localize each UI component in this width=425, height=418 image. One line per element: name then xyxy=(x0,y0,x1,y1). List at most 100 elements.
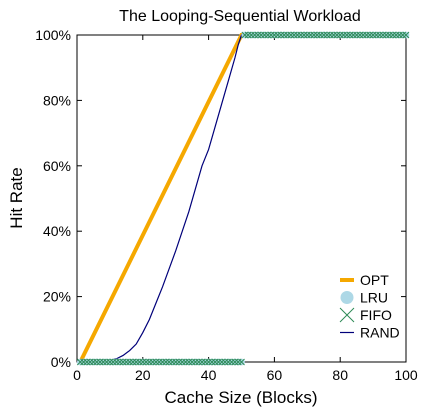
fifo-point xyxy=(290,31,298,39)
fifo-point xyxy=(228,358,235,366)
fifo-point xyxy=(257,31,265,39)
fifo-point xyxy=(175,358,183,366)
fifo-point xyxy=(389,31,397,39)
fifo-point xyxy=(129,358,137,366)
legend-label-lru: LRU xyxy=(360,290,388,306)
fifo-point xyxy=(90,358,97,366)
series-opt-line xyxy=(78,33,406,363)
fifo-point xyxy=(218,358,226,366)
x-tick-label: 0 xyxy=(73,367,81,383)
fifo-point xyxy=(136,358,143,366)
series-layer xyxy=(76,31,410,366)
fifo-point xyxy=(234,358,242,366)
y-tick-label: 40% xyxy=(43,223,71,239)
fifo-point xyxy=(96,358,104,366)
fifo-point xyxy=(119,358,127,366)
fifo-point xyxy=(399,31,407,39)
fifo-point xyxy=(366,31,374,39)
y-tick-label: 0% xyxy=(51,354,71,370)
x-tick-label: 100 xyxy=(394,367,418,383)
fifo-point xyxy=(139,358,147,366)
fifo-point xyxy=(106,358,114,366)
fifo-point xyxy=(155,358,163,366)
y-tick-label: 20% xyxy=(43,289,71,305)
fifo-point xyxy=(248,31,255,39)
plot-area xyxy=(76,34,407,363)
plot-frame xyxy=(76,34,407,363)
fifo-point xyxy=(392,31,400,39)
fifo-point xyxy=(359,31,367,39)
fifo-point xyxy=(300,31,308,39)
fifo-point xyxy=(142,358,150,366)
fifo-point xyxy=(188,358,196,366)
fifo-point xyxy=(152,358,160,366)
y-tick-label: 60% xyxy=(43,158,71,174)
legend-label-fifo: FIFO xyxy=(360,307,392,323)
fifo-point xyxy=(297,31,305,39)
fifo-point xyxy=(284,31,291,39)
fifo-point xyxy=(185,358,193,366)
fifo-point xyxy=(330,31,337,39)
fifo-point xyxy=(201,358,209,366)
legend-label-rand: RAND xyxy=(360,325,400,341)
fifo-point xyxy=(221,358,229,366)
fifo-point xyxy=(261,31,268,39)
x-tick-label: 80 xyxy=(332,367,348,383)
fifo-point xyxy=(99,358,107,366)
fifo-point xyxy=(271,31,278,39)
fifo-point xyxy=(178,358,186,366)
fifo-point xyxy=(313,31,321,39)
fifo-point xyxy=(317,31,324,39)
x-tick-label: 20 xyxy=(135,367,151,383)
x-axis: 0 20 40 60 80 100 xyxy=(73,35,418,383)
fifo-point xyxy=(169,358,176,366)
chart-title: The Looping-Sequential Workload xyxy=(119,8,361,25)
fifo-point xyxy=(215,358,222,366)
fifo-point xyxy=(353,31,361,39)
fifo-point xyxy=(251,31,259,39)
fifo-point xyxy=(238,358,245,366)
fifo-point xyxy=(146,358,153,366)
fifo-point xyxy=(83,358,91,366)
x-tick-label: 40 xyxy=(201,367,217,383)
fifo-point xyxy=(373,31,380,39)
fifo-point xyxy=(113,358,120,366)
y-tick-label: 80% xyxy=(43,92,71,108)
fifo-point xyxy=(310,31,318,39)
fifo-point xyxy=(231,358,239,366)
fifo-point xyxy=(205,358,212,366)
fifo-point xyxy=(307,31,314,39)
fifo-point xyxy=(294,31,301,39)
fifo-point xyxy=(149,358,157,366)
fifo-point xyxy=(76,358,84,366)
fifo-point xyxy=(86,358,94,366)
fifo-point xyxy=(165,358,173,366)
series-rand-line xyxy=(80,34,406,363)
fifo-point xyxy=(356,31,364,39)
fifo-point xyxy=(122,358,130,366)
fifo-point xyxy=(326,31,334,39)
fifo-point xyxy=(280,31,288,39)
series-fifo xyxy=(76,31,410,366)
fifo-point xyxy=(336,31,344,39)
fifo-point xyxy=(346,31,354,39)
fifo-point xyxy=(396,31,403,39)
fifo-point xyxy=(172,358,180,366)
fifo-point xyxy=(159,358,166,366)
fifo-point xyxy=(386,31,393,39)
fifo-point xyxy=(244,31,252,39)
fifo-point xyxy=(132,358,140,366)
fifo-point xyxy=(211,358,219,366)
fifo-point xyxy=(224,358,232,366)
fifo-point xyxy=(195,358,203,366)
fifo-point xyxy=(274,31,282,39)
fifo-point xyxy=(287,31,295,39)
legend-label-opt: OPT xyxy=(360,272,389,288)
fifo-point xyxy=(402,31,410,39)
fifo-point xyxy=(192,358,199,366)
fifo-point xyxy=(198,358,206,366)
fifo-point xyxy=(241,31,249,39)
